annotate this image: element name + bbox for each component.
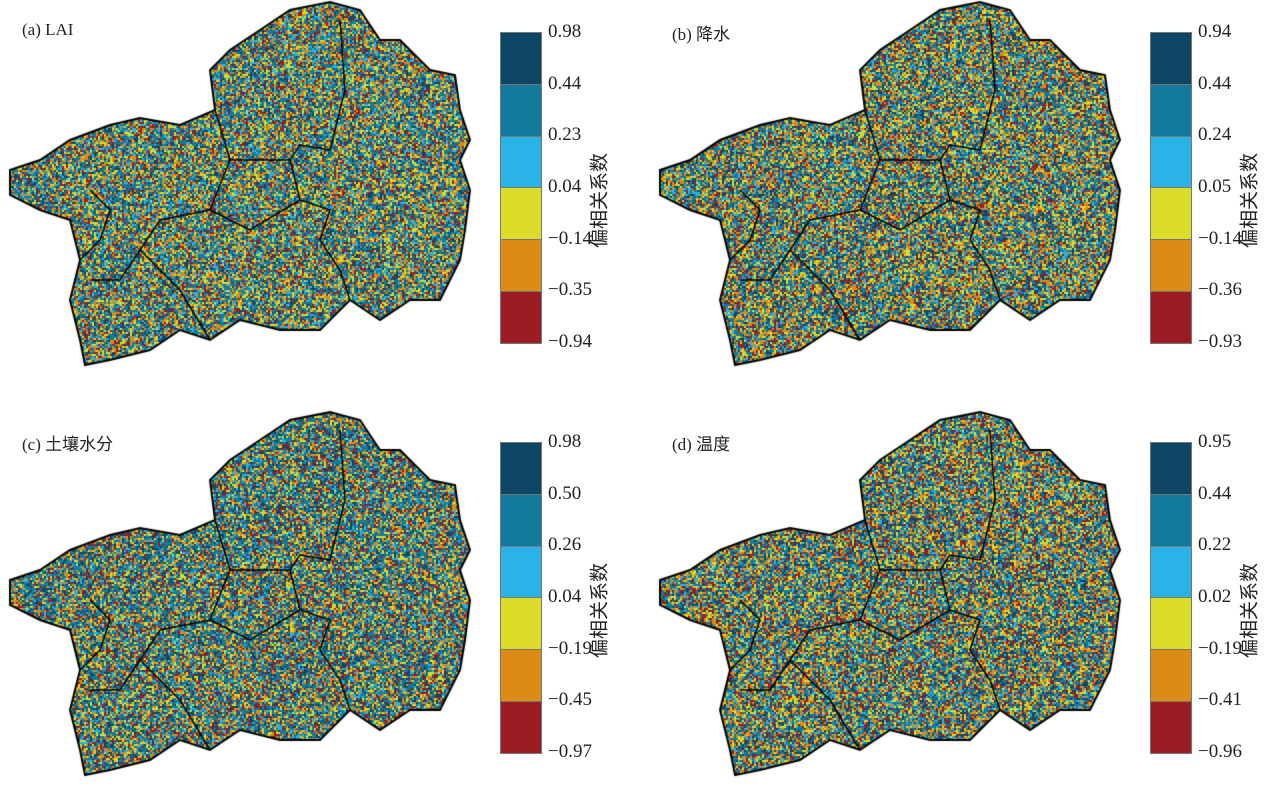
colorbar-segment: [1151, 292, 1191, 343]
colorbar: [500, 32, 542, 344]
panel-title: (a) LAI: [22, 20, 73, 40]
colorbar-tick-label: −0.36: [1198, 279, 1242, 301]
panel-d: (d) 温度 0.95 0.44 0.22 0.02 −0.19 −0.41 −0.96 偏相关…: [650, 410, 1268, 803]
colorbar-tick-label: 0.95: [1198, 431, 1231, 453]
colorbar-segment: [501, 188, 541, 240]
colorbar-tick-label: 0.04: [548, 586, 581, 608]
colorbar-title: 偏相关系数: [585, 151, 612, 251]
colorbar-segment: [501, 137, 541, 189]
colorbar-segment: [501, 85, 541, 137]
colorbar-title: 偏相关系数: [1235, 151, 1262, 251]
colorbar-segment: [1151, 547, 1191, 599]
partial-correlation-map: [0, 0, 480, 375]
panel-title: (d) 温度: [672, 430, 730, 455]
colorbar-segment: [501, 443, 541, 495]
colorbar-title: 偏相关系数: [585, 561, 612, 661]
colorbar-segment: [501, 33, 541, 85]
colorbar-tick-label: 0.24: [1198, 124, 1231, 146]
colorbar-tick-label: 0.22: [1198, 534, 1231, 556]
colorbar-tick-label: −0.35: [548, 279, 592, 301]
colorbar-segment: [1151, 240, 1191, 292]
colorbar-tick-label: 0.05: [1198, 176, 1231, 198]
colorbar-tick-label: 0.04: [548, 176, 581, 198]
colorbar-tick-label: 0.44: [548, 73, 581, 95]
partial-correlation-map: [0, 410, 480, 785]
colorbar-segment: [501, 702, 541, 753]
colorbar: [500, 442, 542, 754]
colorbar-segment: [501, 495, 541, 547]
colorbar: [1150, 32, 1192, 344]
colorbar-segment: [1151, 85, 1191, 137]
colorbar-segment: [501, 598, 541, 650]
colorbar-segment: [501, 650, 541, 702]
colorbar-segment: [501, 240, 541, 292]
colorbar-segment: [1151, 443, 1191, 495]
colorbar-tick-label: −0.93: [1198, 331, 1242, 353]
colorbar-tick-label: −0.45: [548, 689, 592, 711]
colorbar-tick-label: 0.44: [1198, 483, 1231, 505]
colorbar-tick-label: −0.41: [1198, 689, 1242, 711]
colorbar-tick-label: 0.44: [1198, 73, 1231, 95]
colorbar-tick-label: −0.94: [548, 331, 592, 353]
panel-a: (a) LAI 0.98 0.44 0.23 0.04 −0.14 −0.35 −0.94 偏相…: [0, 0, 634, 393]
colorbar-segment: [1151, 33, 1191, 85]
colorbar-tick-label: 0.23: [548, 124, 581, 146]
colorbar-tick-label: 0.26: [548, 534, 581, 556]
partial-correlation-map: [650, 410, 1130, 785]
colorbar-segment: [1151, 702, 1191, 753]
colorbar-segment: [1151, 495, 1191, 547]
colorbar-segment: [1151, 598, 1191, 650]
panel-title: (c) 土壤水分: [22, 430, 113, 455]
panel-c: (c) 土壤水分 0.98 0.50 0.26 0.04 −0.19 −0.45 −0.97 偏…: [0, 410, 634, 803]
colorbar: [1150, 442, 1192, 754]
colorbar-tick-label: 0.94: [1198, 21, 1231, 43]
colorbar-segment: [501, 292, 541, 343]
colorbar-segment: [501, 547, 541, 599]
colorbar-segment: [1151, 650, 1191, 702]
partial-correlation-map: [650, 0, 1130, 375]
panel-b: (b) 降水 0.94 0.44 0.24 0.05 −0.14 −0.36 −0.93 偏相关…: [650, 0, 1268, 393]
colorbar-segment: [1151, 137, 1191, 189]
colorbar-tick-label: −0.96: [1198, 741, 1242, 763]
colorbar-title: 偏相关系数: [1235, 561, 1262, 661]
colorbar-tick-label: 0.98: [548, 431, 581, 453]
colorbar-tick-label: 0.02: [1198, 586, 1231, 608]
colorbar-segment: [1151, 188, 1191, 240]
colorbar-tick-label: −0.97: [548, 741, 592, 763]
panel-title: (b) 降水: [672, 20, 730, 45]
colorbar-tick-label: 0.98: [548, 21, 581, 43]
colorbar-tick-label: 0.50: [548, 483, 581, 505]
